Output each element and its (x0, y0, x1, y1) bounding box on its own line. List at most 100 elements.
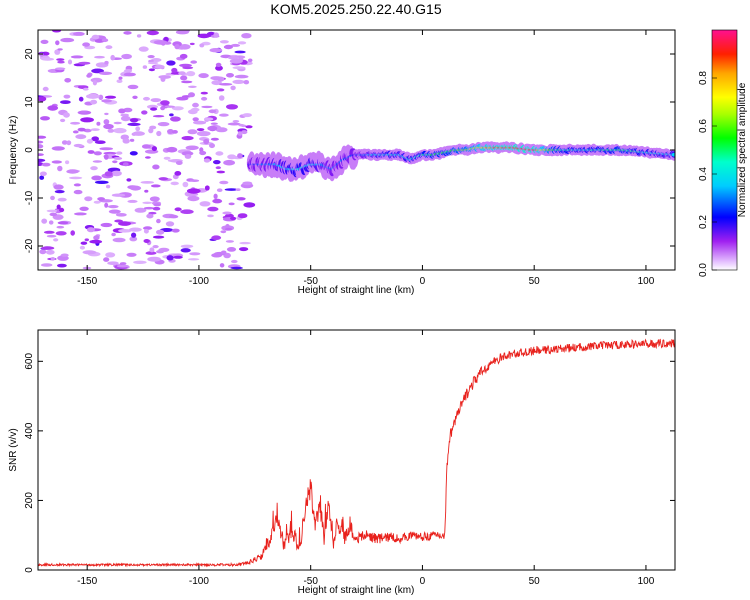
noise-speckle (66, 140, 72, 146)
noise-speckle (152, 115, 165, 118)
noise-speckle (222, 211, 232, 215)
noise-speckle (192, 102, 199, 108)
noise-speckle (113, 121, 122, 125)
noise-speckle (213, 160, 221, 165)
noise-speckle (72, 130, 79, 134)
noise-speckle (54, 49, 61, 55)
noise-speckle (239, 247, 249, 252)
x-tick-label: -100 (189, 576, 209, 587)
snr-series-line (38, 338, 675, 568)
noise-speckle (53, 238, 59, 242)
noise-speckle (39, 171, 47, 177)
noise-speckle (215, 62, 222, 67)
noise-speckle (234, 74, 249, 79)
noise-speckle (146, 213, 154, 219)
noise-speckle (129, 185, 142, 191)
noise-speckle (94, 140, 106, 144)
noise-speckle (171, 106, 184, 111)
noise-speckle (105, 45, 113, 50)
noise-speckle (152, 245, 159, 249)
noise-speckle (174, 207, 182, 212)
noise-speckle (149, 247, 155, 253)
noise-speckle (122, 138, 130, 144)
signal-core (671, 152, 675, 157)
noise-speckle (80, 241, 88, 245)
x-tick-label: -150 (77, 576, 97, 587)
noise-speckle (153, 203, 162, 207)
y-tick-label: 400 (24, 422, 35, 439)
noise-speckle (181, 136, 194, 141)
x-tick-label: 0 (420, 576, 426, 587)
noise-speckle (110, 54, 115, 61)
noise-speckle (104, 60, 109, 65)
noise-speckle (149, 196, 160, 202)
noise-speckle (118, 221, 132, 226)
noise-speckle (243, 202, 256, 208)
noise-speckle (220, 250, 227, 255)
noise-speckle (240, 124, 247, 128)
x-tick-label: -150 (77, 276, 97, 287)
noise-speckle (189, 179, 200, 182)
x-tick-label: 50 (529, 276, 541, 287)
noise-speckle (201, 96, 208, 101)
noise-speckle (152, 235, 165, 239)
noise-speckle (113, 127, 127, 134)
noise-speckle (219, 113, 229, 117)
noise-speckle (149, 125, 157, 130)
spectrogram-marks (38, 30, 675, 270)
noise-speckle (103, 123, 114, 130)
noise-speckle (236, 197, 246, 201)
noise-speckle (49, 212, 58, 217)
noise-speckle (60, 253, 69, 257)
noise-speckle (91, 68, 104, 74)
noise-speckle (181, 80, 193, 84)
noise-speckle (227, 56, 240, 60)
noise-speckle (216, 88, 225, 92)
noise-speckle (141, 144, 151, 149)
noise-speckle (147, 256, 161, 262)
noise-speckle (141, 110, 148, 115)
noise-speckle (223, 44, 233, 50)
noise-speckle (56, 58, 65, 61)
noise-speckle (129, 118, 139, 123)
noise-speckle (66, 169, 79, 174)
noise-speckle (229, 58, 243, 64)
noise-speckle (133, 260, 147, 264)
noise-speckle (215, 166, 221, 170)
noise-speckle (116, 151, 123, 155)
noise-speckle (111, 170, 122, 177)
noise-speckle (123, 31, 132, 35)
y-tick-label: 200 (24, 492, 35, 509)
noise-speckle (74, 212, 87, 216)
noise-speckle (136, 34, 142, 38)
noise-speckle (112, 160, 118, 164)
colorbar-label: Normalized spectral amplitude (737, 82, 748, 217)
noise-speckle (108, 209, 121, 214)
noise-speckle (57, 263, 67, 268)
noise-speckle (174, 44, 180, 50)
noise-speckle (91, 34, 100, 40)
noise-speckle (232, 79, 245, 84)
noise-speckle (70, 230, 75, 236)
noise-speckle (104, 95, 117, 99)
noise-speckle (82, 42, 90, 47)
noise-speckle (143, 96, 150, 101)
noise-speckle (98, 71, 113, 76)
noise-speckle (142, 201, 153, 204)
noise-speckle (118, 76, 123, 80)
noise-speckle (215, 151, 224, 156)
noise-speckle (220, 230, 227, 234)
noise-speckle (237, 213, 248, 219)
noise-speckle (39, 175, 45, 180)
noise-speckle (38, 135, 47, 139)
noise-speckle (160, 100, 170, 106)
noise-speckle (140, 181, 155, 184)
noise-speckle (70, 55, 84, 59)
colorbar-tick-label: 0.6 (698, 119, 709, 133)
noise-speckle (142, 65, 148, 69)
noise-speckle (42, 86, 49, 92)
snr-marks (38, 338, 675, 568)
noise-speckle (164, 105, 176, 108)
noise-speckle (57, 221, 69, 225)
